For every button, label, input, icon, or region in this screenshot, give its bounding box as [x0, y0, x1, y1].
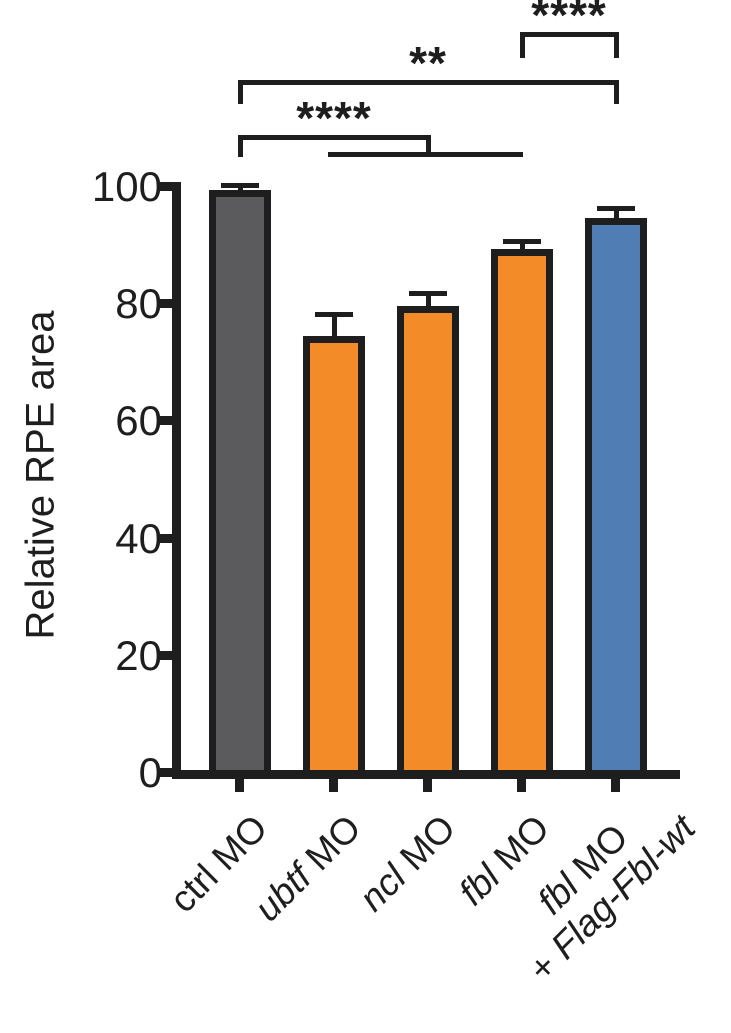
x-tick-label-line: ncl MO — [351, 807, 463, 919]
bar-2 — [303, 336, 365, 778]
x-tick — [329, 779, 338, 792]
x-tick — [517, 779, 526, 792]
significance-bracket-tick — [614, 32, 619, 58]
significance-bracket-tick — [238, 80, 243, 104]
x-tick — [423, 779, 432, 792]
y-tick-label: 80 — [115, 280, 162, 327]
bar-1 — [209, 190, 271, 778]
significance-stars: **** — [296, 92, 372, 144]
error-bar — [614, 208, 619, 224]
error-bar — [426, 293, 431, 312]
significance-bracket-tick — [614, 80, 619, 104]
y-tick-label: 100 — [91, 163, 162, 210]
y-tick-label: 60 — [115, 397, 162, 444]
x-tick — [235, 779, 244, 792]
error-bar — [332, 314, 337, 342]
significance-stars: ** — [409, 37, 447, 89]
bar-5 — [585, 218, 647, 778]
significance-bracket-tick — [520, 32, 525, 58]
significance-bracket-tick — [238, 135, 243, 157]
y-axis-line — [172, 182, 181, 779]
significance-bracket-line — [238, 135, 430, 140]
error-bar-cap — [503, 239, 541, 244]
significance-bracket-tick — [426, 135, 431, 157]
error-bar — [520, 241, 525, 255]
group-underline — [328, 152, 523, 157]
y-tick — [158, 182, 172, 191]
bar-3 — [397, 306, 459, 778]
significance-stars: **** — [531, 0, 607, 41]
bar-4 — [491, 249, 553, 778]
x-tick-label: ncl MO — [351, 807, 463, 919]
y-tick — [158, 534, 172, 543]
y-axis-title: Relative RPE area — [18, 310, 63, 640]
y-tick — [158, 768, 172, 777]
y-tick — [158, 299, 172, 308]
x-tick — [611, 779, 620, 792]
y-tick-label: 0 — [138, 749, 162, 796]
error-bar-cap — [409, 291, 447, 296]
error-bar-cap — [315, 312, 353, 317]
error-bar-cap — [221, 183, 259, 188]
y-tick — [158, 651, 172, 660]
significance-bracket-line — [238, 80, 618, 85]
y-tick-label: 40 — [115, 515, 162, 562]
y-tick — [158, 416, 172, 425]
x-axis-line — [172, 770, 680, 779]
y-tick-label: 20 — [115, 632, 162, 679]
error-bar-cap — [597, 206, 635, 211]
significance-bracket-line — [520, 32, 618, 37]
